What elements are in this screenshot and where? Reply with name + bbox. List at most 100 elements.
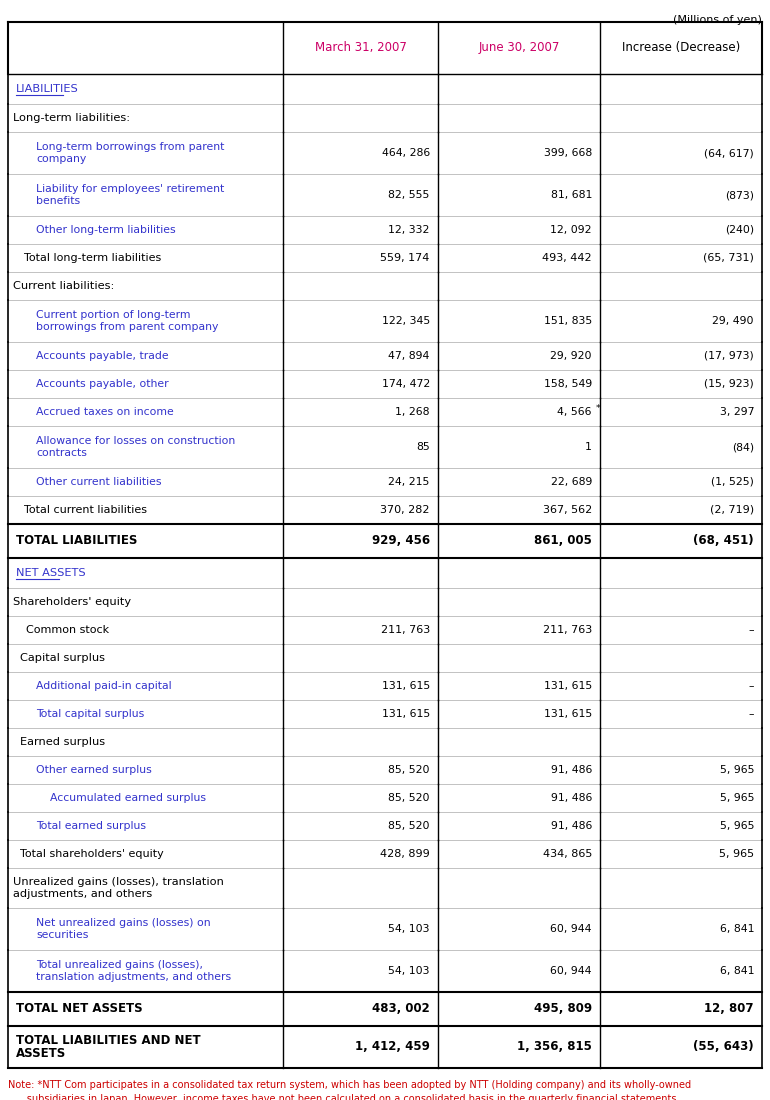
Text: 174, 472: 174, 472 (381, 379, 430, 389)
Text: 861, 005: 861, 005 (534, 535, 592, 548)
Text: (68, 451): (68, 451) (693, 535, 754, 548)
Text: (84): (84) (732, 442, 754, 452)
Text: Liability for employees' retirement: Liability for employees' retirement (36, 184, 224, 194)
Text: Total current liabilities: Total current liabilities (24, 505, 147, 515)
Text: Other current liabilities: Other current liabilities (36, 477, 162, 487)
Text: Unrealized gains (losses), translation: Unrealized gains (losses), translation (13, 877, 224, 887)
Text: Shareholders' equity: Shareholders' equity (13, 597, 131, 607)
Text: LIABILITIES: LIABILITIES (16, 84, 79, 94)
Text: 131, 615: 131, 615 (544, 681, 592, 691)
Text: company: company (36, 154, 86, 164)
Text: Common stock: Common stock (26, 625, 109, 635)
Text: –: – (748, 710, 754, 719)
Text: Other earned surplus: Other earned surplus (36, 764, 152, 776)
Text: (64, 617): (64, 617) (705, 148, 754, 158)
Text: 85, 520: 85, 520 (388, 821, 430, 830)
Text: 399, 668: 399, 668 (544, 148, 592, 158)
Text: Other long-term liabilities: Other long-term liabilities (36, 226, 176, 235)
Text: *: * (596, 404, 601, 412)
Text: 131, 615: 131, 615 (381, 710, 430, 719)
Text: 85, 520: 85, 520 (388, 764, 430, 776)
Text: 1, 356, 815: 1, 356, 815 (517, 1041, 592, 1054)
Text: 91, 486: 91, 486 (551, 793, 592, 803)
Text: 929, 456: 929, 456 (372, 535, 430, 548)
Text: 29, 490: 29, 490 (712, 316, 754, 326)
Text: 60, 944: 60, 944 (551, 966, 592, 976)
Text: contracts: contracts (36, 448, 87, 458)
Text: Accounts payable, other: Accounts payable, other (36, 379, 169, 389)
Text: 151, 835: 151, 835 (544, 316, 592, 326)
Text: 493, 442: 493, 442 (542, 253, 592, 263)
Text: TOTAL LIABILITIES AND NET: TOTAL LIABILITIES AND NET (16, 1034, 201, 1047)
Text: 81, 681: 81, 681 (551, 190, 592, 200)
Text: adjustments, and others: adjustments, and others (13, 889, 152, 899)
Text: Accounts payable, trade: Accounts payable, trade (36, 351, 169, 361)
Text: 5, 965: 5, 965 (719, 764, 754, 776)
Text: translation adjustments, and others: translation adjustments, and others (36, 972, 231, 982)
Text: 370, 282: 370, 282 (380, 505, 430, 515)
Text: 82, 555: 82, 555 (388, 190, 430, 200)
Text: 559, 174: 559, 174 (380, 253, 430, 263)
Text: 131, 615: 131, 615 (544, 710, 592, 719)
Text: (15, 923): (15, 923) (705, 379, 754, 389)
Text: TOTAL NET ASSETS: TOTAL NET ASSETS (16, 1002, 142, 1015)
Text: 22, 689: 22, 689 (551, 477, 592, 487)
Text: Long-term borrowings from parent: Long-term borrowings from parent (36, 142, 224, 152)
Text: 54, 103: 54, 103 (388, 966, 430, 976)
Text: Current portion of long-term: Current portion of long-term (36, 310, 190, 320)
Text: March 31, 2007: March 31, 2007 (315, 42, 407, 55)
Text: Earned surplus: Earned surplus (20, 737, 105, 747)
Text: 47, 894: 47, 894 (388, 351, 430, 361)
Text: (240): (240) (725, 226, 754, 235)
Text: Net unrealized gains (losses) on: Net unrealized gains (losses) on (36, 918, 211, 928)
Text: (17, 973): (17, 973) (705, 351, 754, 361)
Text: Total long-term liabilities: Total long-term liabilities (24, 253, 161, 263)
Text: (Millions of yen): (Millions of yen) (673, 15, 762, 25)
Text: 24, 215: 24, 215 (388, 477, 430, 487)
Text: 131, 615: 131, 615 (381, 681, 430, 691)
Text: Long-term liabilities:: Long-term liabilities: (13, 113, 130, 123)
Text: Current liabilities:: Current liabilities: (13, 280, 115, 292)
Text: Additional paid-in capital: Additional paid-in capital (36, 681, 172, 691)
Text: 211, 763: 211, 763 (543, 625, 592, 635)
Text: Total shareholders' equity: Total shareholders' equity (20, 849, 164, 859)
Text: 6, 841: 6, 841 (719, 924, 754, 934)
Text: 5, 965: 5, 965 (719, 793, 754, 803)
Text: Total earned surplus: Total earned surplus (36, 821, 146, 830)
Text: 122, 345: 122, 345 (381, 316, 430, 326)
Text: 12, 332: 12, 332 (388, 226, 430, 235)
Text: 367, 562: 367, 562 (543, 505, 592, 515)
Text: (55, 643): (55, 643) (693, 1041, 754, 1054)
Text: June 30, 2007: June 30, 2007 (478, 42, 560, 55)
Text: 1: 1 (585, 442, 592, 452)
Text: 6, 841: 6, 841 (719, 966, 754, 976)
Text: Total capital surplus: Total capital surplus (36, 710, 144, 719)
Text: (65, 731): (65, 731) (703, 253, 754, 263)
Text: Increase (Decrease): Increase (Decrease) (622, 42, 740, 55)
Text: 464, 286: 464, 286 (381, 148, 430, 158)
Text: 158, 549: 158, 549 (544, 379, 592, 389)
Text: NET ASSETS: NET ASSETS (16, 568, 85, 578)
Text: 12, 807: 12, 807 (705, 1002, 754, 1015)
Text: 211, 763: 211, 763 (380, 625, 430, 635)
Text: 483, 002: 483, 002 (372, 1002, 430, 1015)
Text: 428, 899: 428, 899 (380, 849, 430, 859)
Text: 12, 092: 12, 092 (551, 226, 592, 235)
Text: Total unrealized gains (losses),: Total unrealized gains (losses), (36, 960, 203, 970)
Text: 5, 965: 5, 965 (719, 821, 754, 830)
Text: 1, 412, 459: 1, 412, 459 (355, 1041, 430, 1054)
Text: –: – (748, 681, 754, 691)
Text: 91, 486: 91, 486 (551, 821, 592, 830)
Text: 91, 486: 91, 486 (551, 764, 592, 776)
Text: 495, 809: 495, 809 (534, 1002, 592, 1015)
Text: (1, 525): (1, 525) (711, 477, 754, 487)
Text: 1, 268: 1, 268 (395, 407, 430, 417)
Text: –: – (748, 625, 754, 635)
Text: ASSETS: ASSETS (16, 1047, 66, 1060)
Text: 85: 85 (416, 442, 430, 452)
Text: (873): (873) (725, 190, 754, 200)
Text: Capital surplus: Capital surplus (20, 653, 105, 663)
Text: subsidiaries in Japan. However, income taxes have not been calculated on a conso: subsidiaries in Japan. However, income t… (8, 1094, 679, 1100)
Text: 3, 297: 3, 297 (719, 407, 754, 417)
Text: 54, 103: 54, 103 (388, 924, 430, 934)
